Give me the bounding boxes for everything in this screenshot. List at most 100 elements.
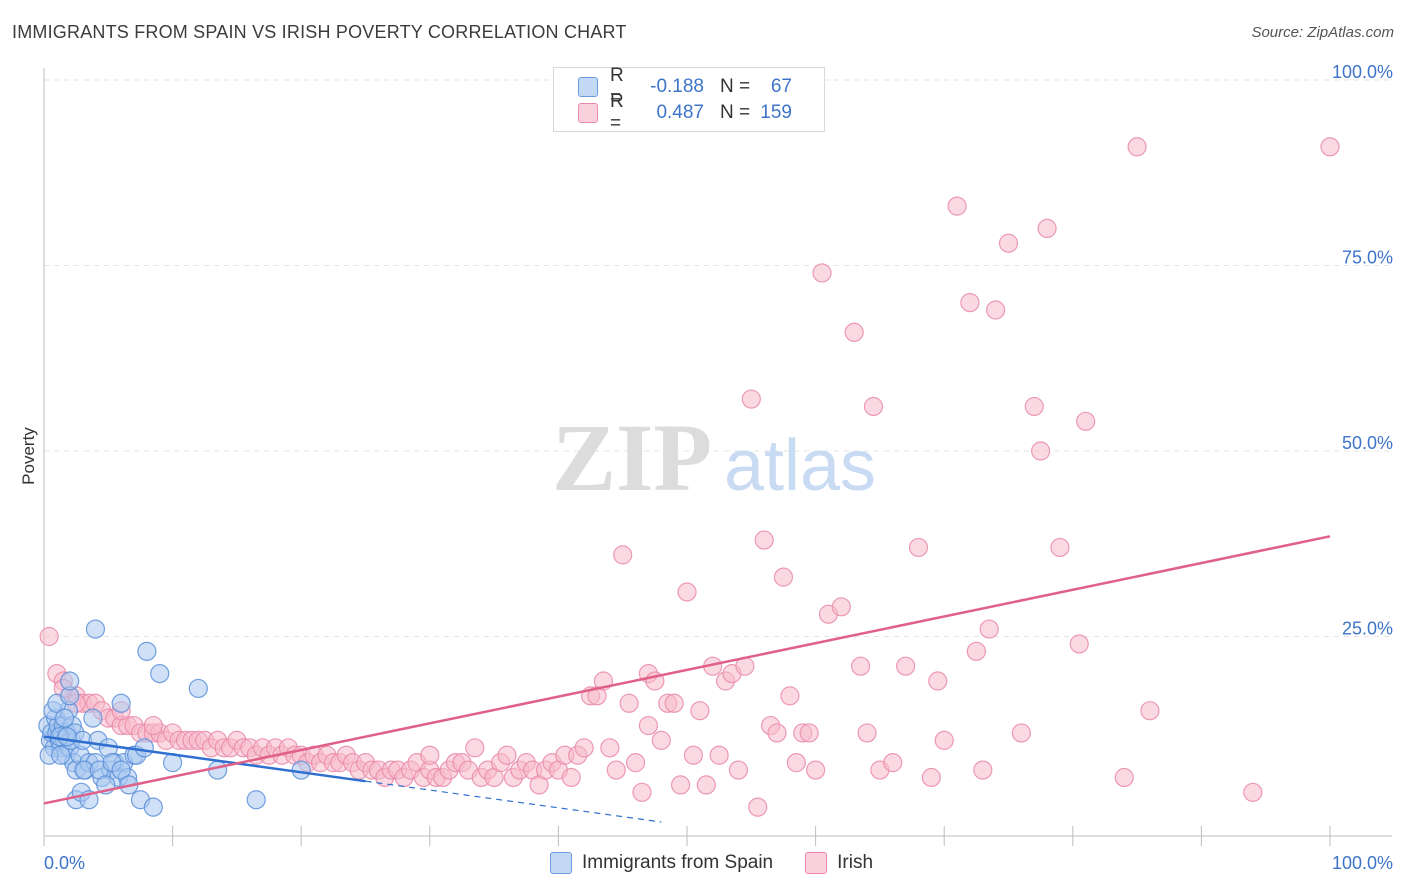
irish-point <box>683 745 704 765</box>
irish-point <box>805 760 826 780</box>
spain-point <box>111 693 131 713</box>
spain-r-value: -0.188 <box>650 76 704 97</box>
irish-point <box>947 196 967 216</box>
spain-point <box>134 738 154 758</box>
x-tick-label-min: 0.0% <box>44 853 85 873</box>
spain-point <box>208 760 228 780</box>
irish-point <box>799 723 819 743</box>
irish-point <box>143 715 163 736</box>
spain-trend-extension <box>365 780 662 823</box>
irish-point <box>677 582 697 602</box>
irish-legend-label: Irish <box>837 852 874 873</box>
irish-point <box>851 656 871 676</box>
irish-n-value: 159 <box>760 102 792 123</box>
irish-point <box>786 753 806 773</box>
watermark-atlas: atlas <box>724 426 876 506</box>
irish-point <box>966 641 986 661</box>
y-tick-label: 75.0% <box>1342 248 1393 268</box>
chart-title: IMMIGRANTS FROM SPAIN VS IRISH POVERTY C… <box>12 22 627 42</box>
irish-point <box>574 738 594 758</box>
irish-point <box>696 775 716 795</box>
spain-point <box>54 708 75 728</box>
spain-point <box>83 708 103 728</box>
irish-point <box>973 760 993 780</box>
irish-point <box>728 760 749 780</box>
spain-legend-swatch <box>550 852 572 874</box>
spain-point <box>51 745 71 765</box>
irish-point <box>1037 218 1057 238</box>
irish-point <box>831 597 851 617</box>
spain-n-value: 67 <box>770 76 792 97</box>
legend-item-spain[interactable]: Immigrants from Spain <box>550 852 773 874</box>
y-tick-label: 50.0% <box>1342 433 1393 453</box>
irish-point <box>709 745 729 765</box>
irish-point <box>773 567 794 587</box>
irish-point <box>606 760 626 780</box>
irish-point <box>690 701 710 721</box>
irish-point <box>986 300 1006 320</box>
irish-point <box>928 671 948 691</box>
spain-points <box>38 619 311 817</box>
irish-point <box>1024 396 1044 417</box>
irish-point <box>638 715 659 736</box>
grid-layer <box>44 79 1392 637</box>
irish-point <box>857 723 877 743</box>
y-tick-label: 25.0% <box>1342 619 1393 639</box>
irish-point <box>1243 782 1263 802</box>
irish-point <box>1320 137 1340 157</box>
axis-layer: 25.0% 50.0% 75.0% 100.0% <box>43 62 1393 846</box>
legend-row-irish: R = 0.487 N = 159 <box>578 91 792 134</box>
irish-point <box>625 753 646 773</box>
spain-point <box>137 641 157 661</box>
spain-point <box>150 663 170 684</box>
irish-point <box>632 782 652 802</box>
trend-layer <box>43 535 1331 823</box>
n-label: N = <box>720 76 751 97</box>
legend-item-irish[interactable]: Irish <box>805 852 873 874</box>
irish-point <box>754 530 774 550</box>
irish-point <box>921 767 941 788</box>
y-tick-label: 100.0% <box>1332 62 1393 82</box>
spain-legend-label: Immigrants from Spain <box>582 852 774 873</box>
irish-point <box>465 738 485 758</box>
irish-trend-line <box>43 535 1331 805</box>
spain-point <box>143 797 163 817</box>
irish-point <box>1050 537 1070 558</box>
irish-point <box>767 723 787 743</box>
irish-point <box>908 537 929 558</box>
spain-point <box>188 678 208 699</box>
irish-point <box>812 263 832 283</box>
legend-row-spain: R = -0.188 N = 67 <box>578 65 792 108</box>
irish-point <box>1069 634 1089 654</box>
irish-point <box>934 730 954 750</box>
irish-point <box>883 753 903 773</box>
spain-point <box>111 760 131 780</box>
irish-point <box>998 233 1019 253</box>
source-credit: Source: ZipAtlas.com <box>1251 24 1394 41</box>
r-label: R = <box>610 91 624 134</box>
irish-point <box>1031 441 1051 461</box>
spain-point <box>291 760 311 780</box>
irish-point <box>619 693 639 713</box>
irish-legend-swatch <box>805 852 828 874</box>
irish-swatch <box>578 103 598 123</box>
stats-legend: R = -0.188 N = 67 R = 0.487 N = 159 <box>553 65 825 134</box>
irish-point <box>497 745 517 765</box>
irish-point <box>651 730 671 750</box>
irish-point <box>863 396 884 417</box>
irish-points <box>39 137 1340 817</box>
irish-point <box>896 656 916 676</box>
irish-point <box>1114 767 1134 788</box>
x-tick-label-max: 100.0% <box>1332 853 1393 873</box>
irish-point <box>741 389 761 409</box>
spain-point <box>246 790 266 810</box>
irish-point <box>664 693 684 713</box>
watermark-zip: ZIP <box>552 404 712 511</box>
irish-point <box>561 767 581 788</box>
irish-point <box>979 619 999 639</box>
r-label: R = <box>610 65 624 108</box>
irish-point <box>1011 723 1031 743</box>
irish-point <box>600 738 620 758</box>
spain-trend-line <box>43 735 366 783</box>
